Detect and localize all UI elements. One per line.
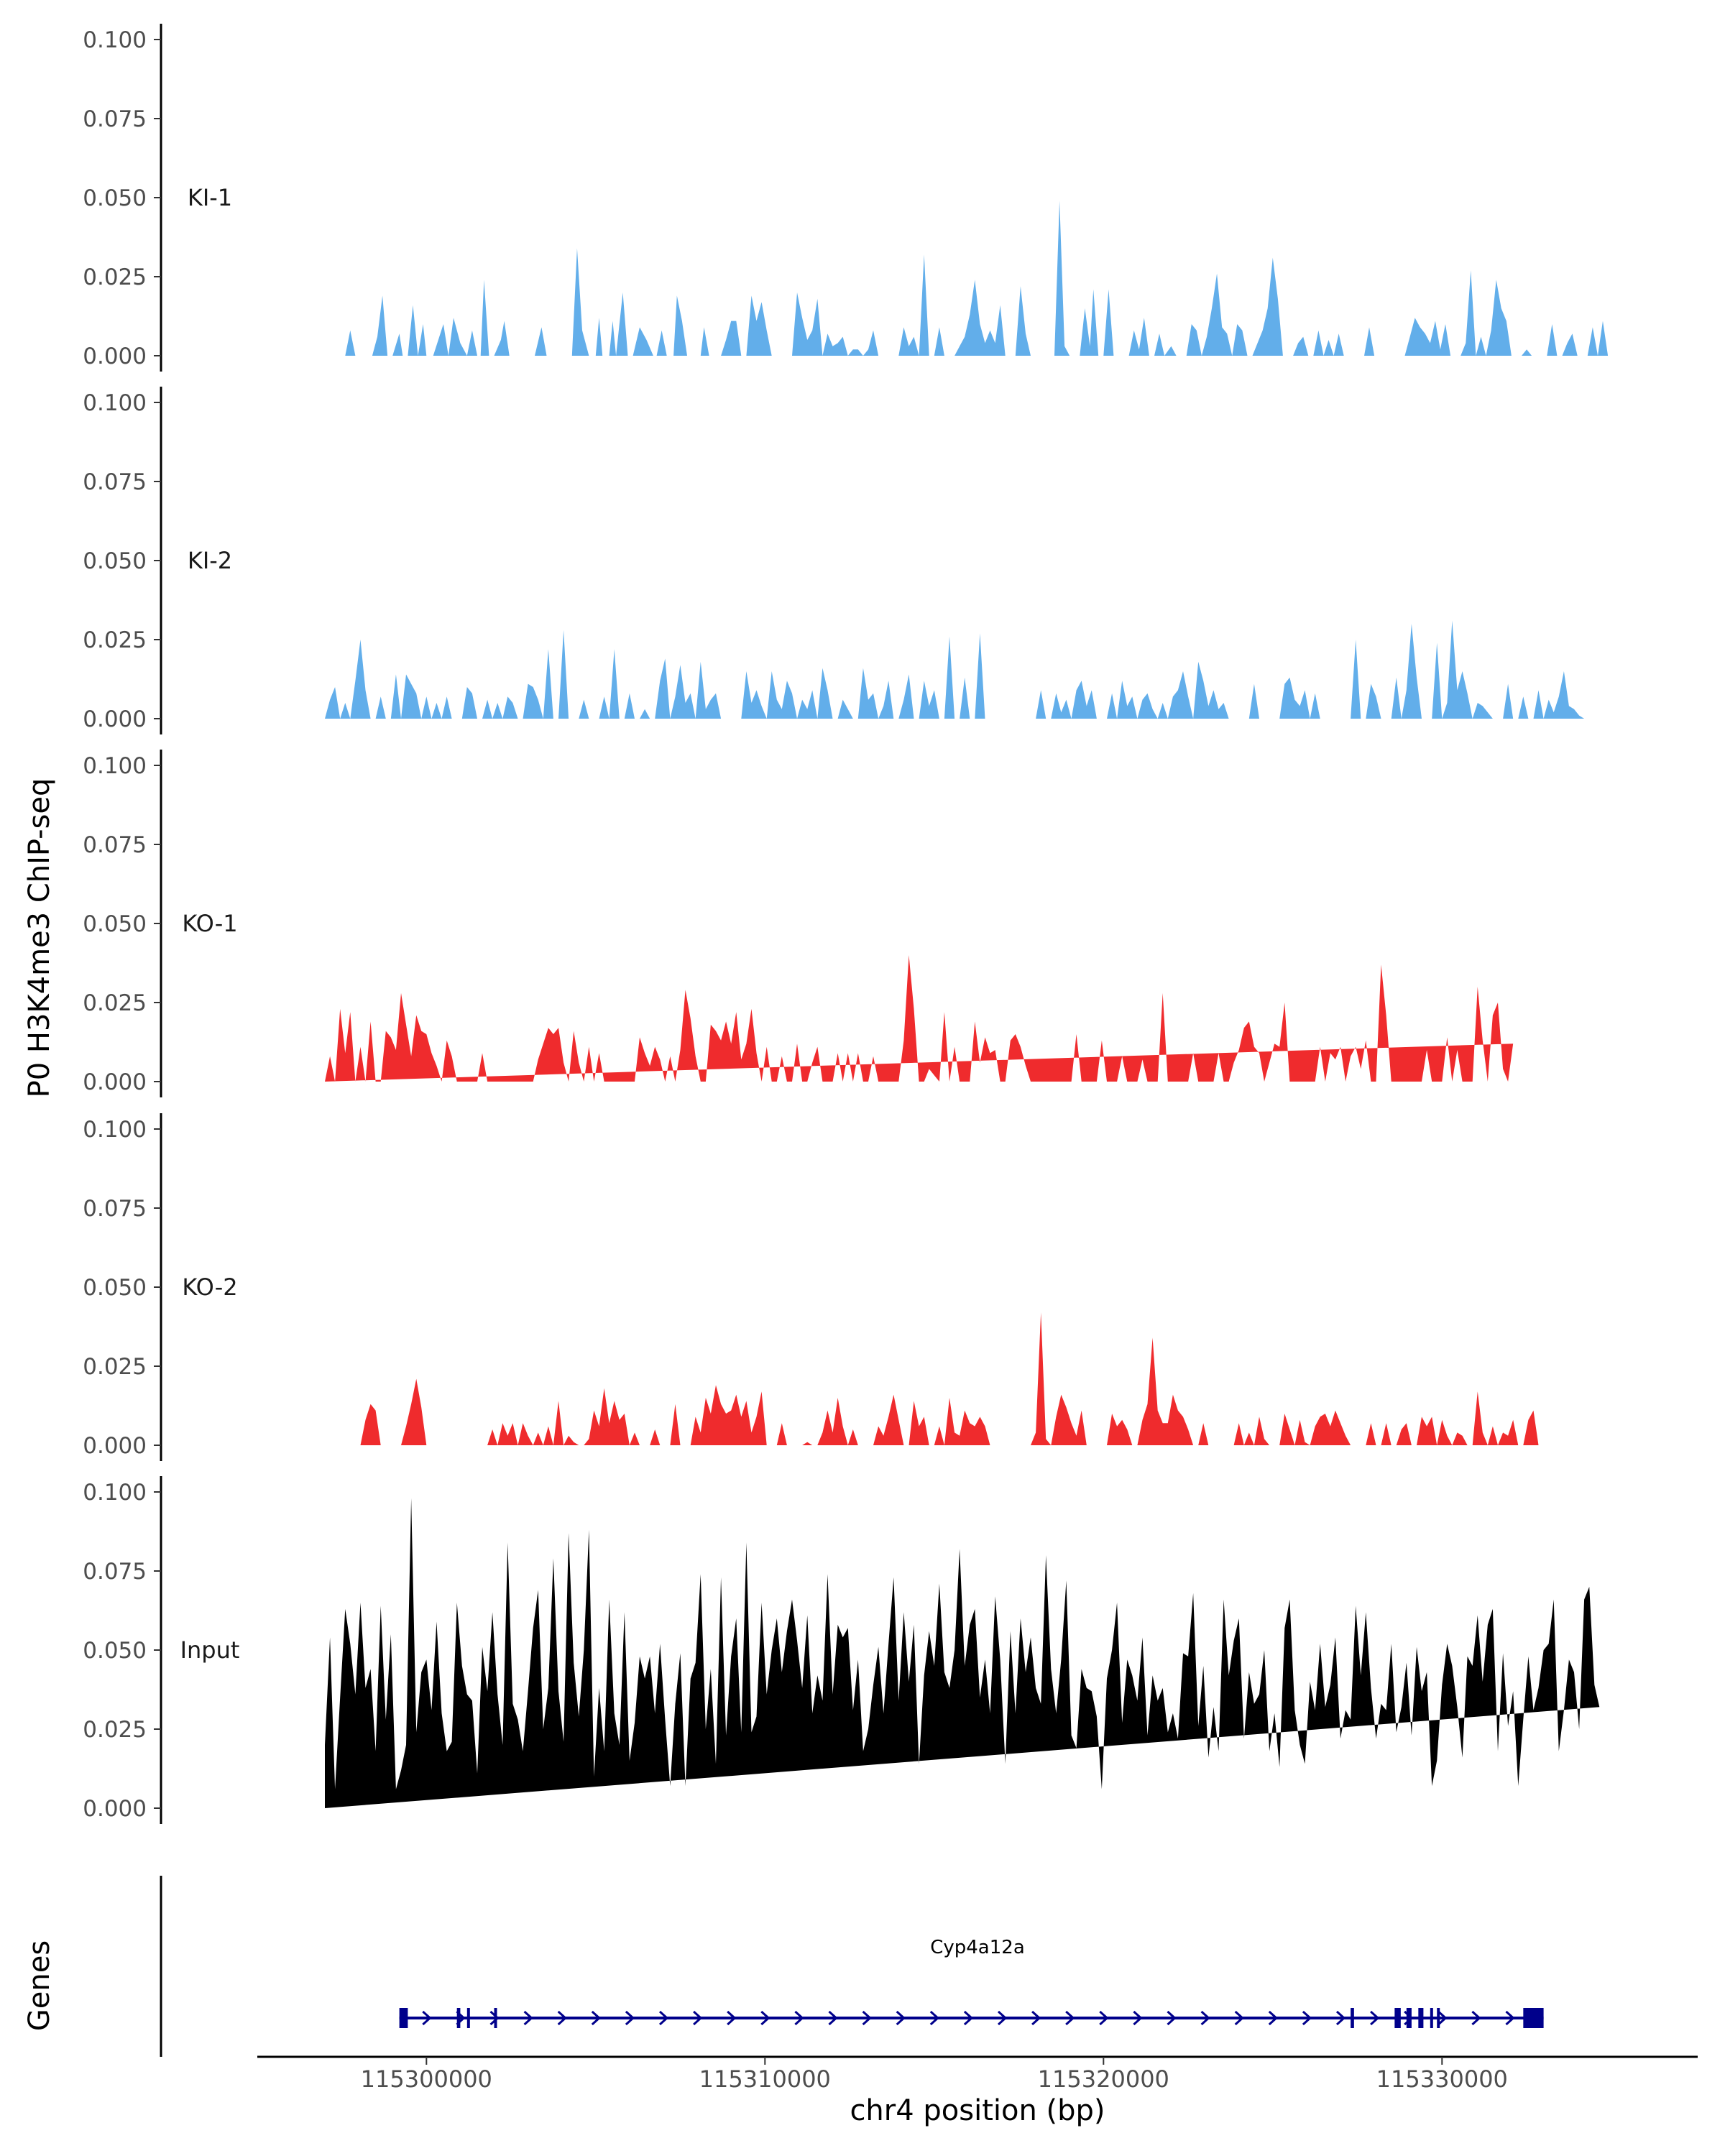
track-label: KI-1 [188, 184, 232, 211]
track-label: KO-1 [182, 910, 237, 937]
strand-arrow [1335, 2010, 1346, 2026]
track-area-ki-2 [325, 620, 1585, 719]
y-tick-label: 0.050 [83, 911, 147, 937]
gene-exon [1430, 2008, 1433, 2028]
strand-arrow [1099, 2010, 1109, 2026]
tracks-layer: 0.0000.0250.0500.0750.100KI-10.0000.0250… [83, 24, 1611, 1824]
y-tick-label: 0.100 [83, 1480, 147, 1506]
y-tick-label: 0.075 [83, 1559, 147, 1585]
strand-arrow [1370, 2010, 1380, 2026]
track-ki-1: 0.000 0.025 0.050 0.075 0.100 KI-1 [83, 24, 1611, 372]
strand-arrow [625, 2010, 635, 2026]
strand-arrow [760, 2010, 770, 2026]
strand-arrow [929, 2010, 940, 2026]
genes-layer [160, 1876, 1544, 2057]
y-tick-label: 0.100 [83, 390, 147, 416]
y-tick-label: 0.075 [83, 469, 147, 495]
gene-exon [1437, 2008, 1440, 2028]
y-axis-title: P0 H3K4me3 ChIP-seq [23, 778, 56, 1098]
strand-arrow [658, 2010, 669, 2026]
gene-exon [1406, 2008, 1412, 2028]
strand-arrow [1133, 2010, 1143, 2026]
strand-arrow [1302, 2010, 1312, 2026]
strand-arrow [422, 2010, 432, 2026]
track-area-ki-1 [345, 201, 1611, 356]
gene-exon [1394, 2008, 1401, 2028]
y-tick-label: 0.025 [83, 627, 147, 653]
track-area-input [325, 1498, 1600, 1808]
y-tick-label: 0.050 [83, 1275, 147, 1301]
gene-exon [494, 2008, 497, 2028]
y-tick-label: 0.100 [83, 27, 147, 53]
track-input: 0.000 0.025 0.050 0.075 0.100 Input [83, 1476, 1600, 1824]
y-tick-label: 0.075 [83, 106, 147, 132]
strand-arrow [1438, 2010, 1448, 2026]
track-ko-2: 0.000 0.025 0.050 0.075 0.100 KO-2 [83, 1113, 1539, 1461]
gene-exon [399, 2008, 408, 2028]
y-tick-label: 0.075 [83, 832, 147, 858]
track-label: Input [180, 1636, 240, 1664]
strand-arrow [1167, 2010, 1177, 2026]
y-tick-label: 0.000 [83, 344, 147, 369]
x-tick-label: 115320000 [1038, 2065, 1169, 2093]
strand-arrow [489, 2010, 500, 2026]
strand-arrow [896, 2010, 906, 2026]
x-tick-label: 115310000 [699, 2065, 831, 2093]
x-axis: 115300000 115310000 115320000 115330000 [257, 2055, 1698, 2093]
y-tick-label: 0.000 [83, 706, 147, 732]
gene-exon [456, 2008, 461, 2028]
strand-arrow [1031, 2010, 1041, 2026]
y-tick-label: 0.050 [83, 548, 147, 574]
strand-arrow [1200, 2010, 1210, 2026]
y-tick-label: 0.000 [83, 1069, 147, 1095]
track-area-ko-1 [325, 955, 1514, 1082]
strand-arrow [1234, 2010, 1244, 2026]
strand-arrow [963, 2010, 974, 2026]
x-tick-label: 115300000 [361, 2065, 492, 2093]
strand-arrow [523, 2010, 533, 2026]
strand-arrow [997, 2010, 1008, 2026]
strand-arrow [794, 2010, 804, 2026]
strand-arrow [1268, 2010, 1279, 2026]
y-tick-label: 0.025 [83, 1717, 147, 1743]
y-tick-label: 0.100 [83, 1117, 147, 1143]
strand-arrow [1471, 2010, 1481, 2026]
y-tick-label: 0.025 [83, 1354, 147, 1380]
strand-arrow [828, 2010, 838, 2026]
strand-arrow [693, 2010, 703, 2026]
y-tick-label: 0.025 [83, 990, 147, 1016]
track-label: KO-2 [182, 1273, 237, 1301]
track-label: KI-2 [188, 547, 232, 574]
strand-arrow [1505, 2010, 1515, 2026]
gene-label: Cyp4a12a [930, 1937, 1025, 1958]
y-tick-label: 0.050 [83, 1638, 147, 1664]
strand-arrow [1065, 2010, 1075, 2026]
strand-arrow [591, 2010, 602, 2026]
strand-arrow [727, 2010, 737, 2026]
gene-exon [466, 2008, 470, 2028]
y-tick-label: 0.075 [83, 1196, 147, 1222]
y-tick-label: 0.000 [83, 1433, 147, 1459]
y-tick-label: 0.025 [83, 264, 147, 290]
y-tick-label: 0.000 [83, 1796, 147, 1822]
track-ki-2: 0.000 0.025 0.050 0.075 0.100 KI-2 [83, 387, 1585, 734]
gene-exon [1351, 2008, 1354, 2028]
genes-panel-title: Genes [23, 1940, 56, 2031]
x-axis-title: chr4 position (bp) [850, 2094, 1105, 2127]
track-ko-1: 0.000 0.025 0.050 0.075 0.100 KO-1 [83, 750, 1514, 1097]
gene-exon [1418, 2008, 1424, 2028]
y-tick-label: 0.050 [83, 185, 147, 211]
y-tick-label: 0.100 [83, 753, 147, 779]
strand-arrow [557, 2010, 567, 2026]
x-tick-label: 115330000 [1376, 2065, 1508, 2093]
strand-arrow [862, 2010, 872, 2026]
gene-exon [1523, 2008, 1544, 2028]
